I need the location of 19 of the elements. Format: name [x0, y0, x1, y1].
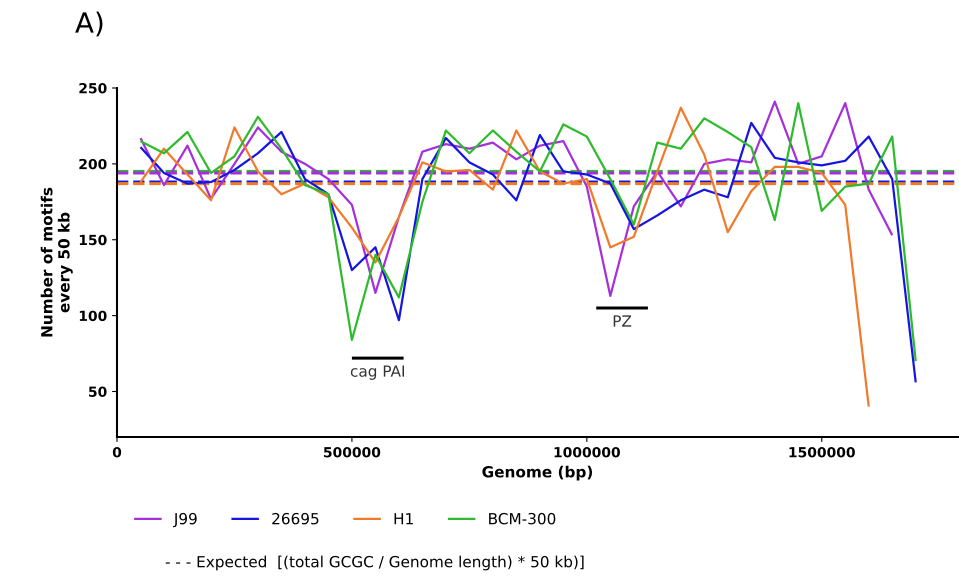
legend-label: H1	[394, 513, 413, 524]
y-tick-label: 50	[89, 386, 107, 397]
y-axis-title: Number of motifs every 50 kb	[40, 188, 73, 337]
x-axis-title: Genome (bp)	[482, 466, 592, 481]
legend-label: BCM-300	[489, 512, 556, 524]
text: - - - Expected [(total GCGC / Genome length) * 50 kb)]	[166, 556, 584, 570]
y-tick-label: 100	[80, 310, 107, 322]
y-tick-label: 200	[79, 158, 107, 170]
y-tick-label: 150	[80, 234, 107, 246]
annotation: PZ	[614, 315, 632, 327]
legend-label: 26695	[272, 512, 318, 524]
x-tick-label: 1000000	[554, 446, 620, 458]
chart-title: A)	[75, 12, 102, 36]
x-tick-label: 1500000	[789, 446, 855, 458]
y-tick-label: 250	[79, 82, 107, 94]
x-tick-label: 0	[112, 446, 122, 458]
x-tick-label: 500000	[324, 446, 380, 458]
annotation: cag PAI	[350, 366, 404, 380]
legend-label: J99	[173, 512, 197, 528]
